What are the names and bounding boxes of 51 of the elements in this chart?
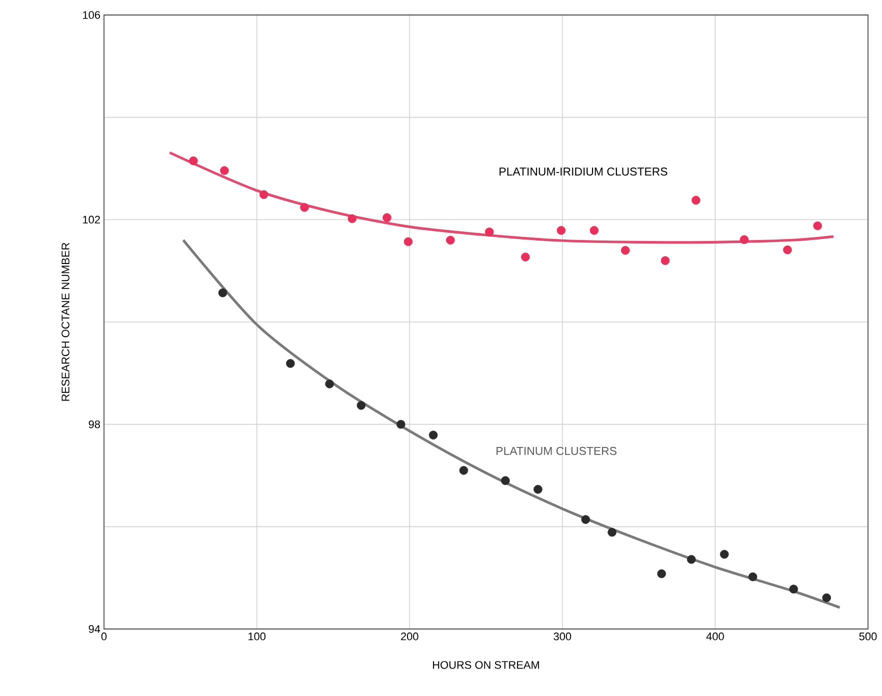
- point: [484, 228, 494, 236]
- point: [521, 252, 530, 262]
- line-series: [168, 151, 835, 244]
- text: PLATINUM CLUSTERS: [496, 446, 616, 455]
- point: [740, 235, 749, 244]
- x-tick-label: 500: [859, 632, 877, 640]
- point: [348, 214, 357, 224]
- x-tick-label: 300: [554, 632, 572, 640]
- y-axis-title: RESEARCH OCTANE NUMBER: [62, 242, 70, 401]
- point: [720, 550, 729, 559]
- point: [692, 196, 700, 205]
- point: [501, 476, 510, 485]
- point: [660, 256, 670, 265]
- y-tick-label: 102: [83, 216, 100, 224]
- point: [581, 515, 590, 524]
- point: [534, 484, 542, 494]
- point: [459, 466, 468, 475]
- point: [404, 237, 413, 246]
- point: [218, 288, 228, 298]
- x-tick-label: 100: [248, 632, 266, 640]
- y-tick-label: 94: [88, 625, 100, 633]
- text: PLATINUM-IRIDIUM CLUSTERS: [500, 168, 668, 176]
- point: [822, 593, 831, 602]
- point: [789, 584, 798, 594]
- point: [608, 528, 616, 537]
- x-axis-title: HOURS ON STREAM: [433, 661, 539, 669]
- point: [556, 226, 566, 235]
- point: [748, 572, 758, 582]
- point: [396, 420, 406, 429]
- point: [220, 166, 229, 175]
- point: [783, 245, 792, 254]
- point: [590, 226, 599, 235]
- point: [382, 213, 392, 222]
- line-series: [182, 238, 842, 609]
- point: [686, 555, 696, 564]
- point: [259, 190, 268, 199]
- point: [300, 203, 309, 212]
- point: [189, 156, 198, 166]
- x-tick-label: 200: [401, 632, 418, 640]
- point: [286, 359, 295, 368]
- x-tick-label: 400: [706, 632, 724, 640]
- point: [620, 246, 630, 255]
- y-tick-label: 98: [88, 420, 100, 428]
- point: [325, 380, 334, 388]
- point: [356, 401, 366, 410]
- point: [657, 569, 666, 578]
- point: [813, 221, 822, 230]
- point: [446, 236, 455, 245]
- x-tick-label: 0: [101, 632, 107, 640]
- point: [428, 430, 438, 440]
- y-tick-label: 106: [83, 11, 100, 19]
